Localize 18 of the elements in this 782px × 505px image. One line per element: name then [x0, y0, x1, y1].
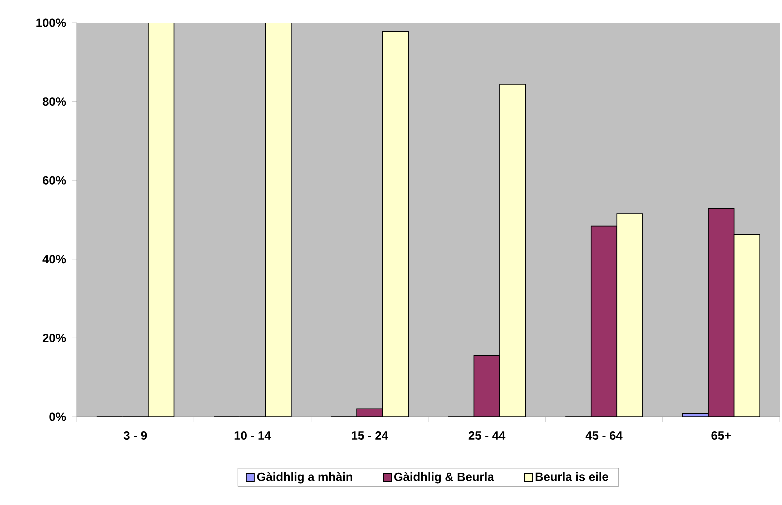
y-tick-label: 40% — [42, 255, 66, 264]
bar — [708, 208, 735, 417]
x-tick-label: 10 - 14 — [234, 432, 272, 440]
x-tick-label: 25 - 44 — [468, 432, 506, 440]
bar — [590, 226, 618, 417]
y-tick-label: 0% — [50, 412, 66, 422]
x-tick-label: 65+ — [712, 432, 732, 440]
x-tick-label: 45 - 64 — [586, 432, 623, 440]
legend-label: Gàidhlig & Beurla — [394, 472, 494, 484]
y-tick-label: 60% — [42, 176, 66, 185]
legend-label: Beurla is eile — [536, 472, 608, 482]
y-tick-label: 20% — [42, 334, 66, 342]
x-tick-label: 3 - 9 — [124, 432, 148, 440]
legend-label: Gàidhlig a mhàin — [257, 472, 353, 484]
x-tick-label: 15 - 24 — [352, 432, 388, 440]
bar — [474, 356, 500, 417]
y-tick-label: 100% — [36, 18, 66, 28]
y-tick-label: 80% — [42, 98, 66, 106]
